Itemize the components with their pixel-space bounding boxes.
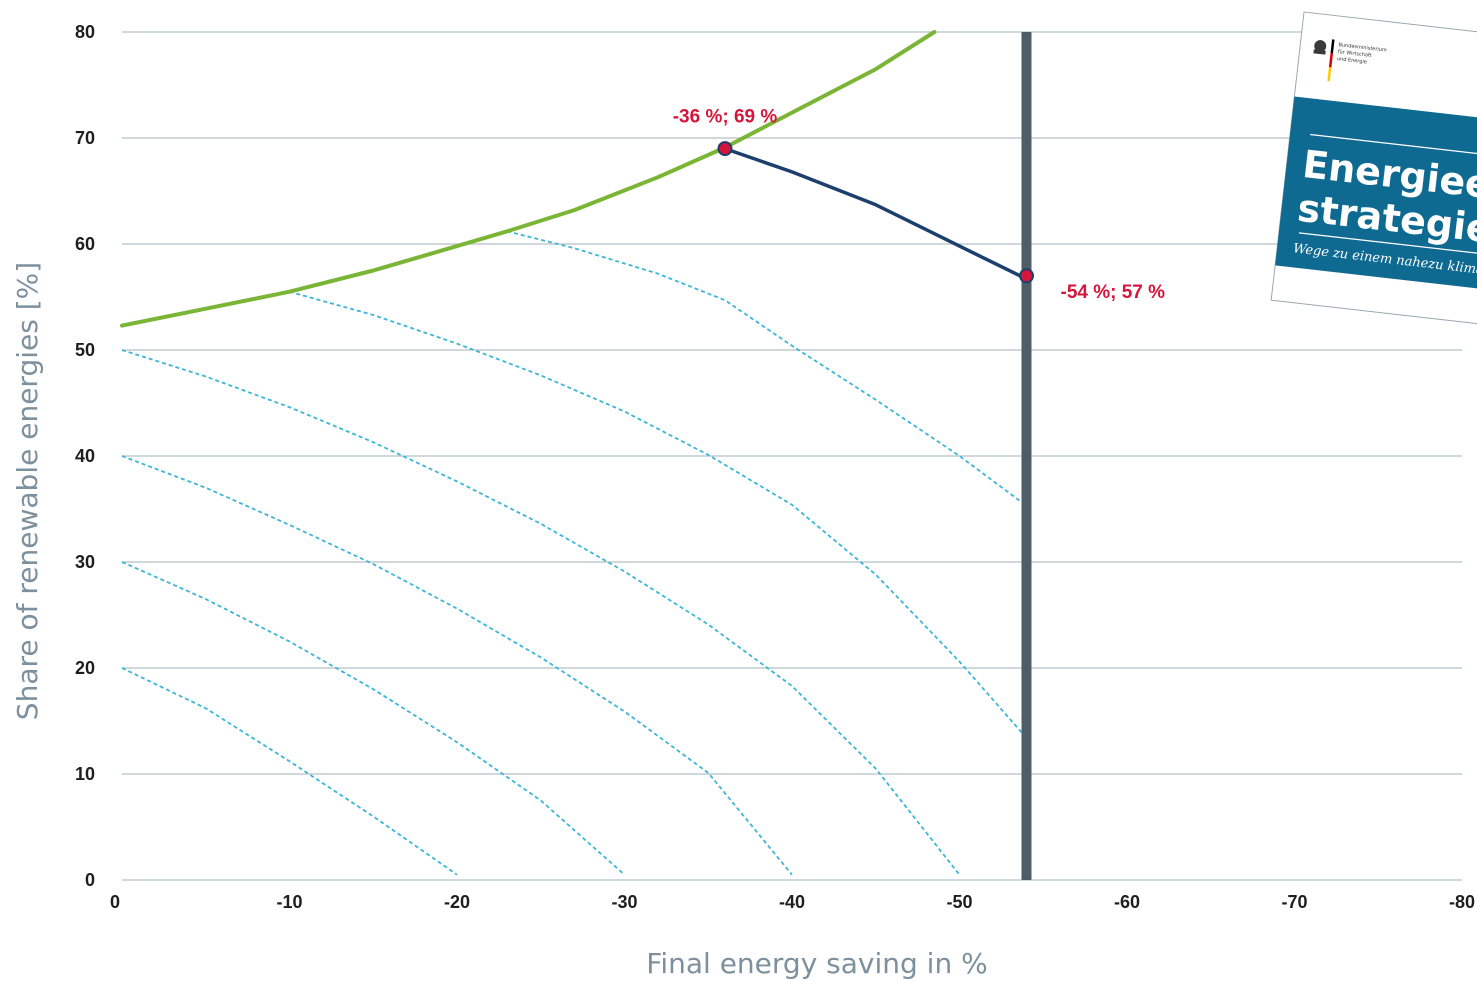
x-tick-label: 0: [110, 892, 120, 912]
y-tick-label: 0: [85, 870, 95, 890]
cover-ministry-line-2: für Wirtschaft: [1337, 49, 1372, 59]
green-curve-series: [120, 30, 937, 328]
x-tick-label: -70: [1281, 892, 1307, 912]
y-tick-label: 40: [75, 446, 95, 466]
data-point-label: -36 %; 69 %: [673, 107, 778, 128]
iso-dashed-series: [289, 290, 1028, 739]
cover-rule-bottom: [1298, 232, 1477, 259]
y-tick-label: 10: [75, 764, 95, 784]
x-tick-label: -80: [1449, 892, 1475, 912]
iso-dashed-series: [506, 230, 1028, 507]
flag-stripe: [1327, 39, 1335, 82]
y-tick-label: 50: [75, 340, 95, 360]
y-tick-label: 80: [75, 22, 95, 42]
x-tick-label: -20: [444, 892, 470, 912]
data-point-marker: [1019, 268, 1034, 284]
y-tick-label: 60: [75, 234, 95, 254]
y-axis-title: Share of renewable energies [%]: [11, 262, 44, 720]
y-tick-label: 70: [75, 128, 95, 148]
data-point-marker: [717, 141, 733, 157]
gridlines: [122, 31, 1462, 881]
eagle-icon: [1313, 40, 1327, 55]
series: [120, 30, 1032, 880]
y-axis-ticks: 0 10 20 30 40 50 60 70 80: [75, 22, 95, 890]
cover-ministry-line-1: Bundesministerium: [1338, 42, 1387, 53]
cover-band: [1275, 96, 1477, 293]
iso-dashed-series: [121, 561, 626, 876]
y-tick-label: 30: [75, 552, 95, 572]
x-tick-label: -60: [1114, 892, 1140, 912]
iso-dashed-series: [121, 455, 793, 876]
x-tick-label: -30: [611, 892, 637, 912]
x-axis-ticks: 0 -10 -20 -30 -40 -50 -60 -70 -80: [110, 892, 1475, 912]
path-curve-series: [723, 146, 1029, 281]
x-tick-label: -50: [946, 892, 972, 912]
x-axis-title: Final energy saving in %: [646, 947, 987, 980]
iso-dashed-series: [121, 667, 458, 876]
x-tick-label: -40: [779, 892, 805, 912]
y-tick-label: 20: [75, 658, 95, 678]
data-point-label: -54 %; 57 %: [1061, 282, 1166, 303]
iso-dashed-series: [121, 349, 961, 876]
annotated-points: -36 %; 69 % -54 %; 57 %: [673, 107, 1165, 303]
brochure-cover: Bundesministerium für Wirtschaft und Ene…: [1270, 11, 1477, 328]
cover-ministry-line-3: und Energie: [1337, 56, 1368, 65]
cover-rule-top: [1310, 133, 1477, 160]
x-tick-label: -10: [276, 892, 302, 912]
